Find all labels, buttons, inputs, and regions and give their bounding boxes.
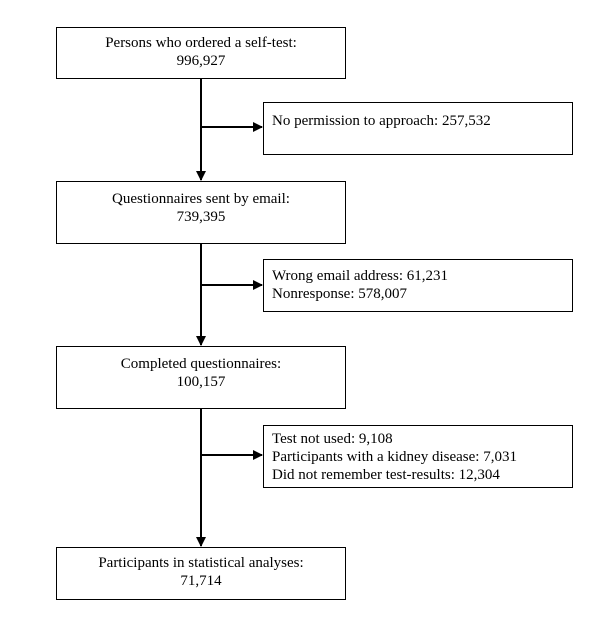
box-label: Questionnaires sent by email: <box>112 191 290 207</box>
exclusion-line: Did not remember test-results: 12,304 <box>272 467 500 483</box>
box-value: 739,395 <box>176 209 226 225</box>
box-value: 71,714 <box>180 573 222 589</box>
box-value: 996,927 <box>176 53 226 69</box>
box-exclusion-email: Wrong email address: 61,231 Nonresponse:… <box>263 259 573 312</box>
box-exclusion-no-permission: No permission to approach: 257,532 <box>263 102 573 155</box>
exclusion-line: Nonresponse: 578,007 <box>272 286 407 302</box>
box-questionnaires-sent: Questionnaires sent by email: 739,395 <box>56 181 346 244</box>
box-value: 100,157 <box>176 374 226 390</box>
exclusion-line: No permission to approach: 257,532 <box>272 113 491 129</box>
box-completed-questionnaires: Completed questionnaires: 100,157 <box>56 346 346 409</box>
box-ordered-self-test: Persons who ordered a self-test: 996,927 <box>56 27 346 79</box>
box-label: Completed questionnaires: <box>120 356 282 372</box>
box-participants-analyses: Participants in statistical analyses: 71… <box>56 547 346 600</box>
exclusion-line: Test not used: 9,108 <box>272 431 393 447</box>
exclusion-line: Wrong email address: 61,231 <box>272 268 449 284</box>
box-label: Participants in statistical analyses: <box>98 555 304 571</box>
box-exclusion-test: Test not used: 9,108 Participants with a… <box>263 425 573 488</box>
box-label: Persons who ordered a self-test: <box>105 35 297 51</box>
exclusion-line: Participants with a kidney disease: 7,03… <box>272 449 517 465</box>
